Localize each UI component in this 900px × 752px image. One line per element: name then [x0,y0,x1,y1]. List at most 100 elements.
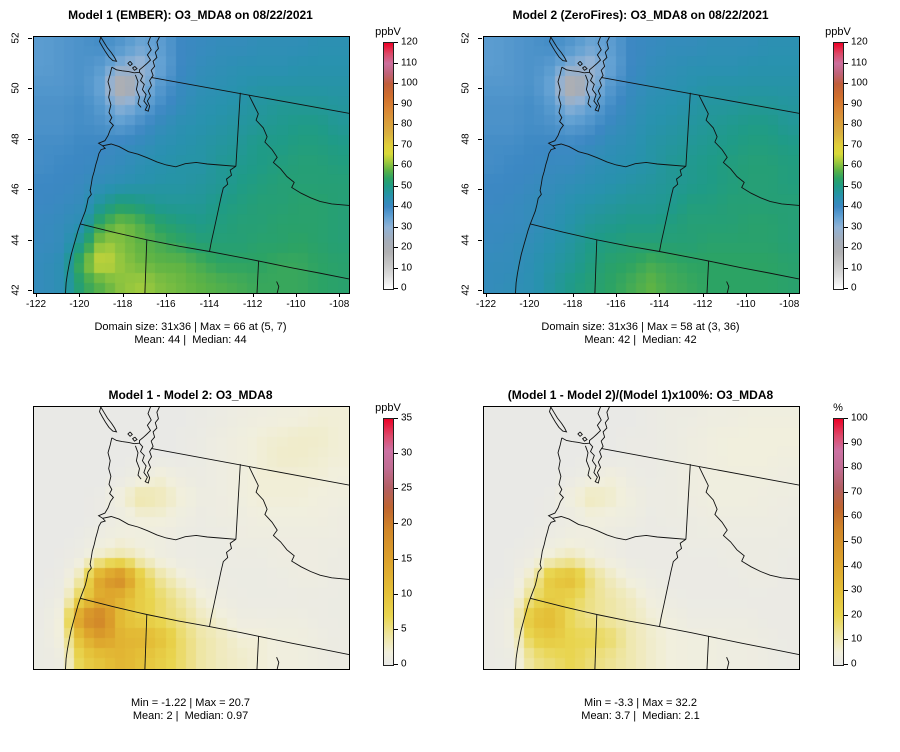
coast-or-border-line [552,516,686,541]
colorbar-tick [394,593,398,595]
coast-or-border-line [589,37,602,73]
colorbar-tick [394,185,398,187]
x-axis-tick [615,293,617,297]
colorbar-tick [394,62,398,64]
coast-or-border-line [685,92,691,167]
colorbar-tick-label: 40 [851,560,863,572]
coast-or-border-line [248,95,349,206]
colorbar-tick [844,614,848,616]
stats-line-1: Min = -3.3 | Max = 32.2 [584,697,697,709]
y-axis-tick [478,290,482,291]
colorbar-tick-label: 60 [401,159,413,171]
coast-or-border-line [726,657,730,669]
colorbar-tick-label: 70 [401,139,413,150]
stats-line-1: Domain size: 31x36 | Max = 58 at (3, 36) [541,321,740,333]
coast-or-border-line [80,597,349,656]
colorbar-tick [844,541,848,542]
colorbar-tick [394,42,398,43]
colorbar-tick [844,442,848,444]
coast-or-border-line [111,437,140,445]
coast-or-border-line [659,538,687,627]
colorbar-tick-label: 100 [401,77,418,89]
stats-line-2: Mean: 42 | Median: 42 [584,334,697,346]
colorbar-tick [394,247,398,248]
heatmap-canvas [484,407,799,669]
x-axis-tick [529,293,531,297]
x-axis-tick [79,293,81,297]
y-axis-tick [28,138,32,140]
coast-or-border-line [65,437,114,669]
x-axis-tick [295,293,297,297]
colorbar-tick [394,124,398,125]
coast-or-border-line [584,445,592,480]
colorbar-tick-label: 80 [851,461,863,473]
colorbar-tick [394,144,398,146]
colorbar-tick [844,288,848,289]
colorbar-tick-label: 5 [401,623,407,635]
coast-or-border-line [589,407,602,444]
coast-or-border-line [685,464,691,540]
y-axis-tick-label: 50 [10,82,22,94]
colorbar-tick [844,165,848,166]
heatmap-canvas [34,407,349,669]
y-axis-tick [478,138,482,140]
x-axis-tick [209,293,211,297]
coast-or-border-line [706,636,710,669]
coast-or-border-line [549,407,568,433]
x-axis-tick-label: -122 [25,299,47,310]
coast-or-border-line [726,281,730,293]
coast-or-border-line [65,67,114,293]
colorbar-tick [844,267,848,269]
map-plot [33,406,350,670]
coast-or-border-line [99,37,118,62]
colorbar-tick [394,103,398,105]
colorbar-tick-label: 0 [851,282,857,294]
x-axis-tick-label: -112 [693,299,713,310]
coast-or-border-line [698,466,799,580]
coast-or-border-line [515,437,564,669]
coast-or-border-line [706,260,710,293]
x-axis-tick [745,293,747,297]
colorbar-tick [394,628,398,630]
colorbar [833,418,844,666]
colorbar-tick-label: 80 [851,118,863,130]
coast-or-border-line [139,407,152,444]
x-axis-tick-label: -116 [156,299,176,310]
colorbar-tick [394,288,398,289]
x-axis-tick [572,293,574,297]
colorbar-tick [844,185,848,187]
x-axis-tick [252,293,254,297]
panel-percent-difference: (Model 1 - Model 2)/(Model 1)x100%: O3_M… [450,376,900,752]
coast-or-border-line [134,445,142,480]
y-axis-tick-label: 48 [10,133,22,145]
y-axis-tick-label: 44 [460,234,472,246]
coast-or-border-line [577,60,583,67]
colorbar-tick-label: 100 [851,412,868,424]
coast-or-border-line [256,260,260,293]
x-axis-tick [702,293,704,297]
colorbar-tick-label: 20 [851,609,863,621]
x-axis-tick-label: -110 [736,299,756,310]
colorbar-tick [394,523,398,525]
colorbar-tick [844,62,848,64]
x-axis-tick-label: -122 [475,299,497,310]
coast-or-border-line [659,165,687,252]
colorbar-tick-label: 10 [401,262,413,273]
colorbar-tick [844,124,848,125]
colorbar-unit-label: % [833,402,843,414]
colorbar-tick [844,516,848,518]
colorbar-tick [844,664,848,665]
colorbar [383,418,394,666]
coast-or-border-line [111,66,140,74]
colorbar-tick [394,664,398,665]
coast-or-border-line [561,66,590,74]
y-axis-tick [478,189,482,191]
y-axis-tick [478,38,482,39]
y-axis-tick [28,88,32,90]
coast-or-border-line [144,239,148,293]
colorbar-tick-label: 40 [851,200,863,212]
coast-or-border-line [127,431,133,437]
colorbar-tick-label: 70 [851,139,863,150]
heatmap-canvas [484,37,799,293]
colorbar-tick [394,226,398,228]
